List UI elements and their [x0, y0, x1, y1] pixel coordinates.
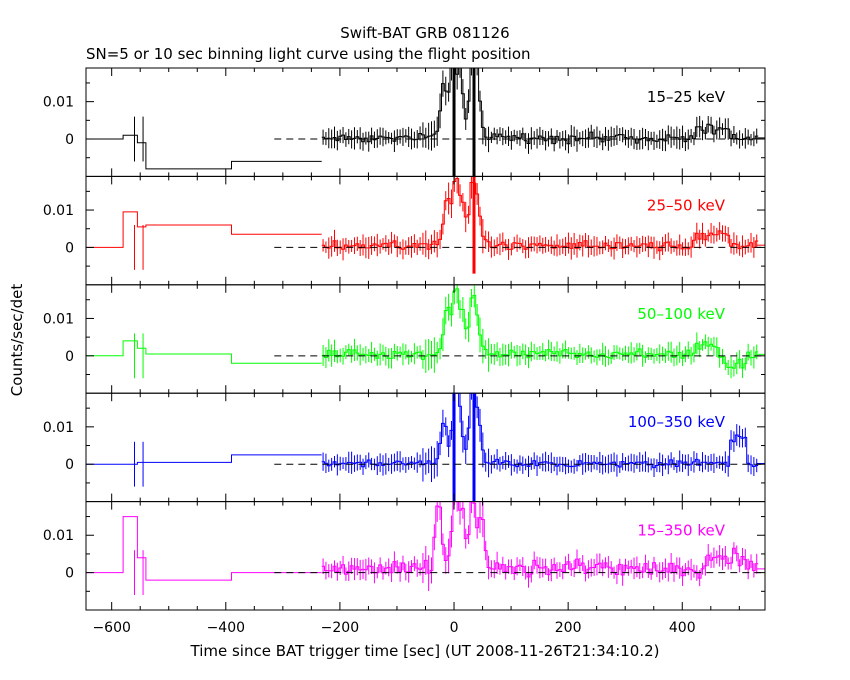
band-label: 50–100 keV	[637, 305, 725, 323]
x-tick-label: −400	[207, 620, 245, 636]
y-tick-label: 0.01	[43, 203, 74, 219]
x-axis: −600 −400 −200 0 200 400	[92, 620, 695, 636]
pre-trigger-series	[86, 454, 322, 465]
panel-frame	[85, 392, 766, 503]
y-tick-label: 0.01	[43, 95, 74, 111]
x-axis-label: Time since BAT trigger time [sec] (UT 20…	[190, 642, 660, 660]
post-trigger-series	[321, 392, 759, 469]
band-label: 25–50 keV	[647, 196, 726, 214]
y-tick-label: 0	[65, 132, 74, 148]
post-trigger-series	[321, 67, 759, 145]
pre-trigger-series	[86, 211, 322, 248]
panel-frame	[85, 284, 766, 394]
y-tick-label: 0	[65, 457, 74, 473]
panel-3: 0 0.01 50–100 keV	[43, 284, 766, 394]
y-tick-label: 0.01	[43, 528, 74, 544]
panels-group: 0 0.01 15–25 keV 0 0.01 25–50 keV 0 0.01 50–100 …	[43, 67, 766, 636]
band-label: 15–350 keV	[637, 522, 725, 540]
pre-trigger-series	[86, 134, 322, 170]
x-tick-label: 200	[555, 620, 582, 636]
y-tick-label: 0.01	[43, 420, 74, 436]
chart-title: Swift-BAT GRB 081126	[340, 24, 509, 42]
x-tick-label: 400	[669, 620, 696, 636]
y-tick-label: 0.01	[43, 311, 74, 327]
x-tick-label: −600	[92, 620, 130, 636]
panel-2: 0 0.01 25–50 keV	[43, 175, 766, 286]
x-tick-label: −200	[321, 620, 359, 636]
x-tick-label: 0	[450, 620, 459, 636]
y-tick-label: 0	[65, 349, 74, 365]
panel-frame	[85, 67, 766, 177]
band-label: 100–350 keV	[628, 413, 726, 431]
pre-trigger-series	[86, 516, 322, 581]
band-label: 15–25 keV	[647, 88, 726, 106]
panel-1: 0 0.01 15–25 keV	[43, 67, 766, 177]
panel-4: 0 0.01 100–350 keV	[43, 392, 766, 503]
y-tick-label: 0	[65, 240, 74, 256]
y-axis-label: Counts/sec/det	[8, 284, 26, 397]
panel-5: 0 0.01 15–350 keV	[43, 501, 766, 611]
chart-subtitle: SN=5 or 10 sec binning light curve using…	[86, 45, 531, 63]
pre-trigger-series	[86, 340, 322, 364]
post-trigger-series	[321, 501, 759, 579]
y-tick-label: 0	[65, 566, 74, 582]
post-trigger-series	[321, 288, 759, 369]
